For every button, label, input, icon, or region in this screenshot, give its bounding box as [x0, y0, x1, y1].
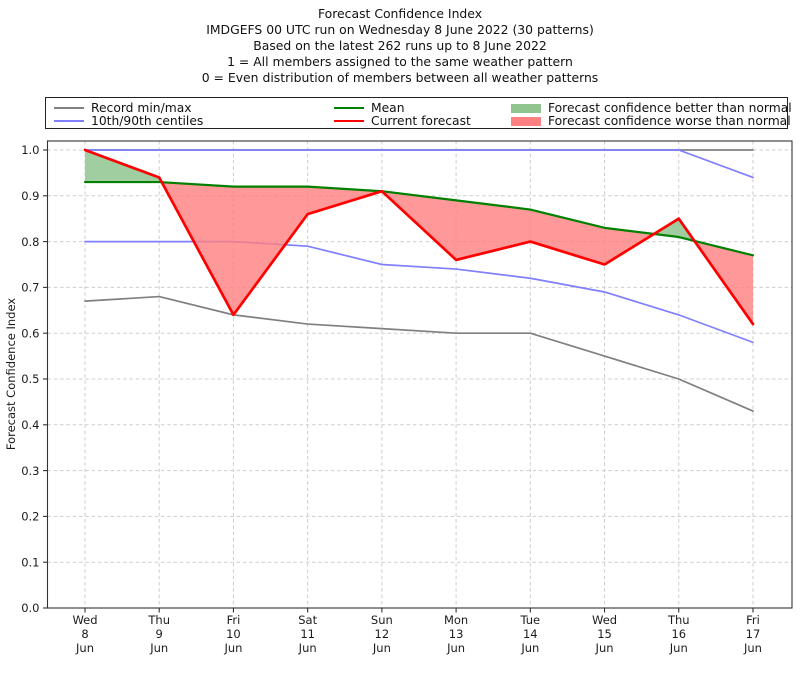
legend-label: 10th/90th centiles	[91, 114, 204, 128]
chart-subtitle-1: IMDGEFS 00 UTC run on Wednesday 8 June 2…	[206, 22, 594, 37]
centiles-line-swatch	[54, 119, 84, 123]
y-tick-label: 0.0	[21, 601, 39, 615]
x-tick-label: Thu 9 Jun	[147, 613, 170, 655]
y-tick-label: 0.2	[21, 510, 39, 524]
y-tick-label: 0.9	[21, 189, 39, 203]
y-tick-label: 0.5	[21, 372, 39, 386]
axes-frame	[46, 140, 793, 609]
series-record-min	[84, 295, 754, 412]
x-tick-label: Tue 14 Jun	[519, 613, 540, 655]
legend-label: Current forecast	[371, 114, 471, 128]
legend-entry-record-minmax: Record min/max	[54, 101, 192, 115]
series-90th-centile	[84, 149, 754, 179]
legend-label: Forecast confidence worse than normal	[548, 114, 791, 128]
series-10th-centile	[84, 240, 754, 344]
x-tick-label: Wed 8 Jun	[72, 613, 97, 655]
series-mean	[83, 180, 755, 257]
chart-title: Forecast Confidence Index	[317, 6, 483, 21]
legend-label: Forecast confidence better than normal	[548, 101, 792, 115]
chart-title-block: Forecast Confidence Index IMDGEFS 00 UTC…	[0, 6, 800, 86]
y-tick-label: 0.4	[21, 418, 39, 432]
legend-entry-worse-than-normal: Forecast confidence worse than normal	[511, 114, 791, 128]
legend-label: Mean	[371, 101, 405, 115]
legend-entry-centiles: 10th/90th centiles	[54, 114, 204, 128]
y-tick-label: 0.3	[21, 464, 39, 478]
y-tick-label: 0.6	[21, 326, 39, 340]
record-minmax-line-swatch	[54, 106, 84, 110]
chart-subtitle-3: 1 = All members assigned to the same wea…	[227, 54, 573, 69]
series-current-forecast	[83, 148, 755, 326]
y-axis-label: Forecast Confidence Index	[4, 298, 18, 450]
legend-entry-mean: Mean	[334, 101, 405, 115]
legend-label: Record min/max	[91, 101, 192, 115]
current-forecast-line-swatch	[334, 119, 364, 123]
x-tick-label: Fri 10 Jun	[223, 613, 242, 655]
x-tick-label: Sat 11 Jun	[298, 613, 318, 655]
chart-subtitle-4: 0 = Even distribution of members between…	[201, 70, 599, 85]
x-tick-label: Wed 15 Jun	[592, 613, 617, 655]
better-fill-swatch	[511, 103, 541, 113]
mean-line-swatch	[334, 106, 364, 110]
y-tick-label: 0.7	[21, 281, 39, 295]
worse-fill-swatch	[511, 116, 541, 126]
x-tick-label: Sun 12 Jun	[371, 613, 393, 655]
x-tick-label: Fri 17 Jun	[743, 613, 762, 655]
y-tick-label: 0.1	[21, 555, 39, 569]
y-tick-label: 1.0	[21, 143, 39, 157]
chart-legend: Record min/max 10th/90th centiles Mean C…	[45, 97, 792, 129]
legend-entry-current-forecast: Current forecast	[334, 114, 471, 128]
x-tick-label: Mon 13 Jun	[444, 613, 468, 655]
x-tick-label: Thu 16 Jun	[667, 613, 690, 655]
legend-entry-better-than-normal: Forecast confidence better than normal	[511, 101, 792, 115]
y-tick-label: 0.8	[21, 235, 39, 249]
chart-subtitle-2: Based on the latest 262 runs up to 8 Jun…	[253, 38, 547, 53]
